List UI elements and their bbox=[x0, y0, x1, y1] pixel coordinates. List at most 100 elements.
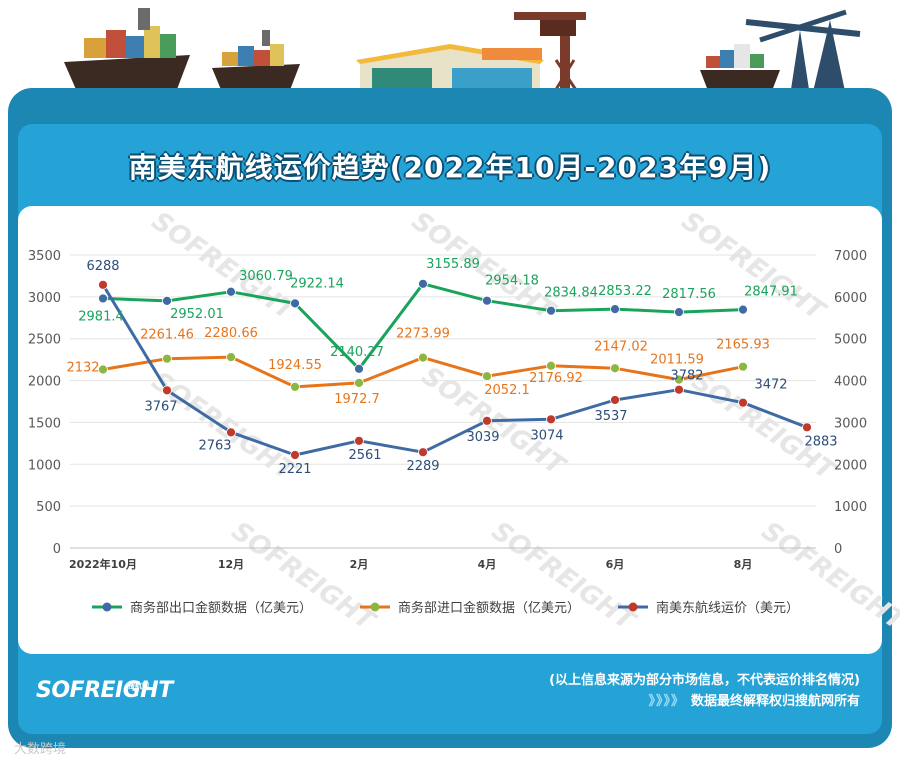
data-label: 2834.84 bbox=[544, 286, 598, 301]
data-label: 3767 bbox=[144, 399, 177, 414]
source-note: (以上信息来源为部分市场信息，不代表运价排名情况) bbox=[549, 673, 860, 688]
x-axis-tick-label: 2022年10月 bbox=[69, 557, 137, 571]
data-point bbox=[610, 395, 620, 405]
data-label: 2165.93 bbox=[716, 338, 770, 353]
data-label: 2853.22 bbox=[598, 284, 652, 299]
data-point bbox=[738, 304, 748, 315]
data-label: 3060.79 bbox=[239, 269, 293, 284]
data-label: 2883 bbox=[804, 434, 837, 449]
data-point bbox=[738, 397, 748, 408]
data-label: 6288 bbox=[86, 259, 119, 274]
data-point bbox=[802, 422, 812, 433]
data-label: 2952.01 bbox=[170, 307, 224, 322]
data-point bbox=[290, 450, 300, 460]
data-label: 2922.14 bbox=[290, 276, 344, 291]
chart-panel bbox=[18, 206, 882, 654]
data-point bbox=[482, 295, 492, 306]
x-axis-tick-label: 4月 bbox=[478, 558, 497, 571]
right-axis-tick-label: 4000 bbox=[834, 375, 867, 390]
data-point bbox=[98, 293, 108, 304]
chart-legend: 商务部出口金额数据（亿美元） 商务部进口金额数据（亿美元） 南美东航线运价（美元） bbox=[92, 600, 799, 616]
x-axis-tick-label: 6月 bbox=[606, 558, 625, 571]
gantry-crane-icon bbox=[745, 9, 861, 96]
data-label: 2273.99 bbox=[396, 327, 450, 342]
data-label: 2981.4 bbox=[78, 309, 124, 324]
data-point bbox=[226, 427, 236, 438]
left-axis-tick-label: 0 bbox=[53, 542, 61, 557]
data-point bbox=[482, 371, 492, 382]
data-point bbox=[482, 415, 492, 426]
data-label: 2140.27 bbox=[330, 345, 384, 360]
left-axis-tick-label: 3000 bbox=[28, 291, 61, 306]
data-label: 2289 bbox=[406, 459, 439, 474]
x-axis-tick-label: 2月 bbox=[350, 558, 369, 571]
legend-label: 商务部进口金额数据（亿美元） bbox=[398, 600, 580, 616]
chart-title: 南美东航线运价趋势(2022年10月-2023年9月) bbox=[128, 151, 772, 184]
data-point bbox=[418, 447, 428, 458]
data-label: 1972.7 bbox=[334, 392, 380, 407]
data-point bbox=[546, 360, 556, 371]
chart-gridlines bbox=[70, 254, 816, 549]
data-label: 2052.1 bbox=[484, 383, 530, 398]
right-axis-tick-label: 1000 bbox=[834, 500, 867, 515]
legend-swatch-marker bbox=[370, 602, 380, 612]
data-point bbox=[354, 377, 364, 388]
data-point bbox=[354, 363, 364, 374]
x-axis: 2022年10月 12月 2月 4月 6月 8月 bbox=[69, 557, 752, 571]
data-label: 2561 bbox=[348, 448, 381, 463]
data-point bbox=[546, 305, 556, 316]
left-axis-tick-label: 2500 bbox=[28, 333, 61, 348]
double-chevron-icon: 》》》》 bbox=[648, 694, 685, 709]
data-label: 3472 bbox=[754, 378, 787, 393]
warehouse-icon bbox=[356, 44, 544, 96]
chart-series bbox=[98, 278, 812, 460]
data-label: 2132 bbox=[66, 361, 99, 376]
cargo-ship-left-icon bbox=[64, 8, 190, 96]
data-label: 3537 bbox=[594, 409, 627, 424]
data-point bbox=[610, 304, 620, 315]
data-point bbox=[162, 353, 172, 364]
data-label: 2817.56 bbox=[662, 287, 716, 302]
legend-swatch-marker bbox=[102, 602, 112, 612]
data-label: 2221 bbox=[278, 462, 311, 477]
corner-watermark: 大数跨境 bbox=[14, 742, 67, 757]
data-label: 2011.59 bbox=[650, 353, 704, 368]
left-axis-tick-label: 1500 bbox=[28, 416, 61, 431]
sofreight-logo: SOFREIGHT bbox=[36, 678, 173, 703]
data-point bbox=[98, 279, 108, 290]
data-point bbox=[674, 384, 684, 395]
left-axis-tick-label: 3500 bbox=[28, 249, 61, 264]
sofreight-logo-sub: 搜航网 bbox=[128, 682, 149, 690]
left-axis-tick-label: 500 bbox=[36, 500, 61, 515]
cargo-ship-mid-icon bbox=[212, 30, 300, 92]
data-label: 2261.46 bbox=[140, 328, 194, 343]
data-point bbox=[738, 361, 748, 372]
data-point bbox=[418, 352, 428, 363]
data-point bbox=[418, 278, 428, 289]
data-point bbox=[226, 286, 236, 297]
data-point bbox=[98, 364, 108, 375]
left-axis-tick-label: 1000 bbox=[28, 458, 61, 473]
data-label: 3039 bbox=[466, 430, 499, 445]
right-axis-tick-label: 3000 bbox=[834, 416, 867, 431]
data-point bbox=[226, 352, 236, 362]
right-axis-tick-label: 7000 bbox=[834, 249, 867, 264]
data-label: 3782 bbox=[670, 369, 703, 384]
right-y-axis: 0 1000 2000 3000 4000 5000 6000 7000 bbox=[834, 249, 867, 557]
legend-swatch-marker bbox=[628, 602, 638, 612]
x-axis-tick-label: 12月 bbox=[218, 558, 244, 571]
data-label: 2176.92 bbox=[529, 371, 583, 386]
legend-label: 商务部出口金额数据（亿美元） bbox=[130, 600, 312, 616]
rights-note: 》》》》 数据最终解释权归搜航网所有 bbox=[648, 690, 860, 709]
data-point bbox=[290, 381, 300, 392]
left-y-axis: 0 500 1000 1500 2000 2500 3000 3500 bbox=[28, 249, 61, 557]
left-axis-tick-label: 2000 bbox=[28, 375, 61, 390]
data-label: 2763 bbox=[198, 438, 231, 453]
right-axis-tick-label: 5000 bbox=[834, 333, 867, 348]
legend-label: 南美东航线运价（美元） bbox=[656, 600, 799, 616]
data-point bbox=[162, 295, 172, 306]
line-chart: 0 500 1000 1500 2000 2500 3000 3500 0 1000 2000 30… bbox=[28, 249, 867, 616]
data-point bbox=[546, 414, 556, 425]
data-point bbox=[674, 374, 684, 385]
